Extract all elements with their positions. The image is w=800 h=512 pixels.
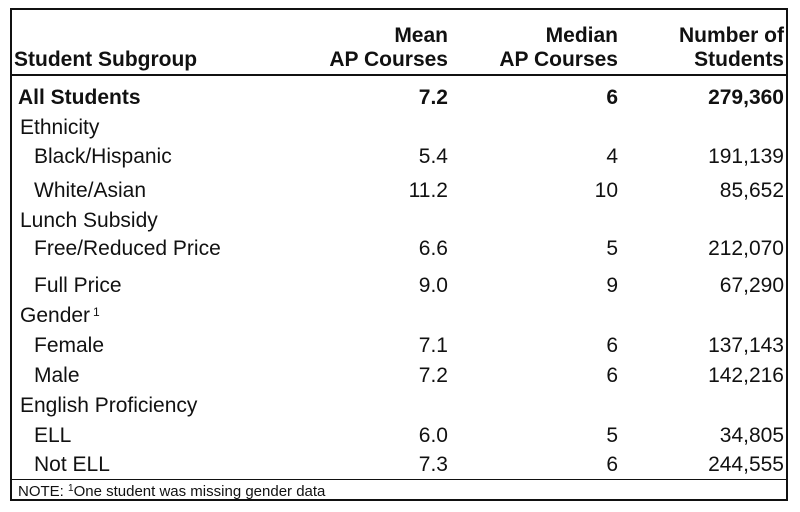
table-row: Free/Reduced Price 6.6 5 212,070 — [12, 237, 786, 261]
count-value: 191,139 — [708, 145, 784, 168]
median-value: 6 — [606, 86, 618, 109]
header-divider — [12, 74, 786, 76]
table-row: Male 7.2 6 142,216 — [12, 364, 786, 388]
mean-value: 6.6 — [418, 237, 448, 260]
header-mean-line2: AP Courses — [329, 48, 448, 71]
count-value: 212,070 — [708, 237, 784, 260]
table-row: ELL 6.0 5 34,805 — [12, 424, 786, 448]
mean-value: 5.4 — [418, 145, 448, 168]
count-value: 137,143 — [708, 334, 784, 357]
table-header: Student Subgroup Mean AP Courses Median … — [12, 16, 786, 72]
group-label: English Proficiency — [20, 394, 198, 417]
table-note: NOTE: 1One student was missing gender da… — [18, 483, 325, 501]
mean-value: 7.3 — [418, 453, 448, 476]
footer-divider — [12, 479, 786, 480]
count-value: 142,216 — [708, 364, 784, 387]
header-median-line1: Median — [545, 24, 618, 47]
median-value: 5 — [606, 424, 618, 447]
group-label: Ethnicity — [20, 116, 100, 139]
header-median-line2: AP Courses — [499, 48, 618, 71]
median-value: 6 — [606, 453, 618, 476]
row-label: All Students — [18, 86, 141, 109]
group-label: Gender 1 — [20, 304, 100, 328]
row-label: Not ELL — [34, 453, 110, 476]
row-label: Black/Hispanic — [34, 145, 172, 168]
group-label: Lunch Subsidy — [20, 209, 158, 232]
row-label: Female — [34, 334, 105, 357]
header-count-line1: Number of — [679, 24, 784, 47]
table-row-all-students: All Students 7.2 6 279,360 — [12, 86, 786, 110]
median-value: 9 — [606, 274, 618, 297]
count-value: 34,805 — [719, 424, 784, 447]
median-value: 5 — [606, 237, 618, 260]
row-label: White/Asian — [34, 179, 147, 202]
median-value: 6 — [606, 364, 618, 387]
count-value: 279,360 — [708, 86, 784, 109]
table-row: Full Price 9.0 9 67,290 — [12, 274, 786, 298]
header-count-line2: Students — [694, 48, 784, 71]
row-label: Full Price — [34, 274, 122, 297]
header-mean-line1: Mean — [394, 24, 448, 47]
group-heading-ethnicity: Ethnicity — [12, 116, 786, 140]
row-label: Male — [34, 364, 80, 387]
row-label: ELL — [34, 424, 72, 447]
footnote-mark: 1 — [93, 305, 100, 319]
group-heading-gender: Gender 1 — [12, 304, 786, 328]
count-value: 67,290 — [719, 274, 784, 297]
mean-value: 7.2 — [418, 364, 448, 387]
table-row: Black/Hispanic 5.4 4 191,139 — [12, 145, 786, 169]
header-subgroup: Student Subgroup — [14, 48, 198, 71]
mean-value: 9.0 — [418, 274, 448, 297]
note-text: One student was missing gender data — [73, 483, 326, 500]
table-row: White/Asian 11.2 10 85,652 — [12, 179, 786, 203]
median-value: 6 — [606, 334, 618, 357]
gender-label: Gender — [20, 304, 91, 327]
count-value: 244,555 — [708, 453, 784, 476]
mean-value: 7.1 — [418, 334, 448, 357]
note-footnote-mark: 1 — [68, 483, 74, 494]
ap-courses-table: Student Subgroup Mean AP Courses Median … — [10, 8, 788, 501]
count-value: 85,652 — [719, 179, 784, 202]
group-heading-english-proficiency: English Proficiency — [12, 394, 786, 418]
mean-value: 7.2 — [418, 86, 448, 109]
mean-value: 11.2 — [408, 179, 448, 202]
median-value: 10 — [594, 179, 618, 202]
table-row: Not ELL 7.3 6 244,555 — [12, 453, 786, 477]
group-heading-lunch-subsidy: Lunch Subsidy — [12, 209, 786, 233]
mean-value: 6.0 — [418, 424, 448, 447]
table-row: Female 7.1 6 137,143 — [12, 334, 786, 358]
note-prefix: NOTE: — [18, 483, 69, 500]
row-label: Free/Reduced Price — [34, 237, 221, 260]
median-value: 4 — [606, 145, 618, 168]
